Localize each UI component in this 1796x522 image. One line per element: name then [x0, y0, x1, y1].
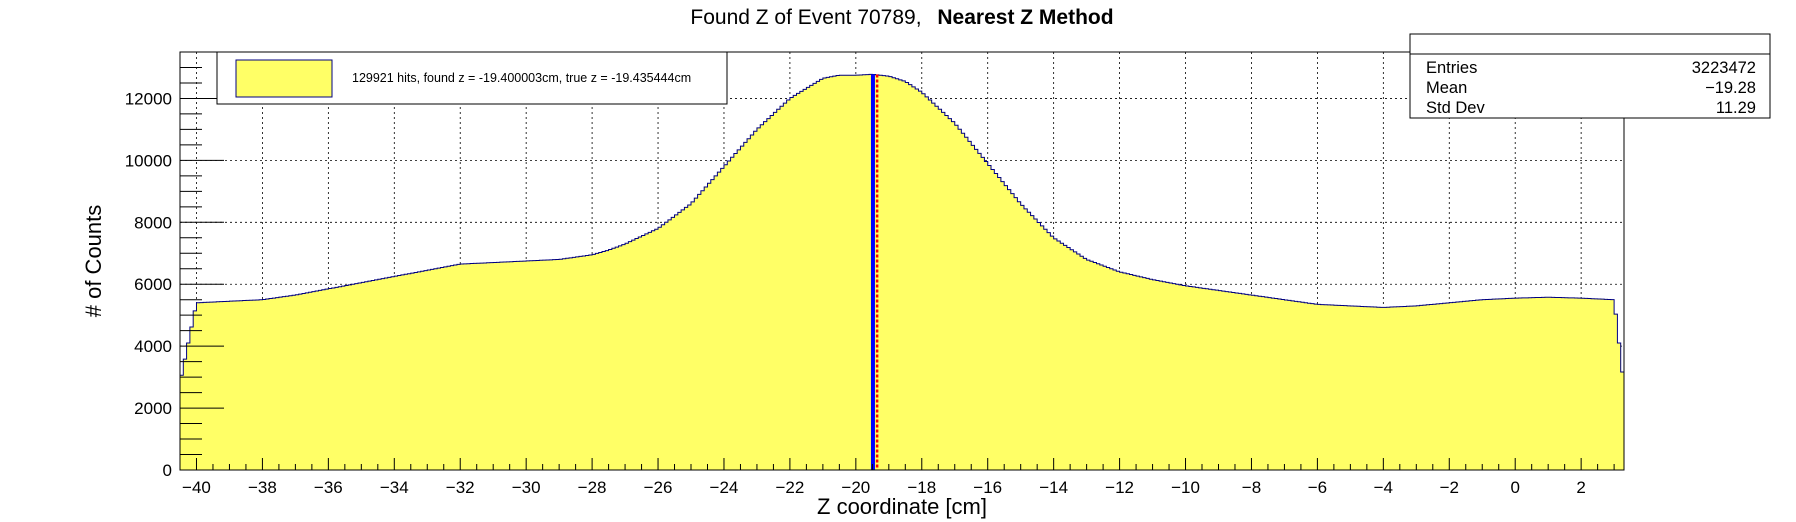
x-tick-label: −20	[841, 478, 870, 497]
y-tick-label: 4000	[134, 337, 172, 356]
x-tick-label: −18	[907, 478, 936, 497]
stats-entries-value: 3223472	[1692, 59, 1756, 77]
x-tick-label: −40	[182, 478, 211, 497]
title-bold: Nearest Z Method	[937, 6, 1113, 29]
y-tick-label: 2000	[134, 399, 172, 418]
z-marker-layer	[870, 74, 879, 470]
x-tick-label: −4	[1374, 478, 1393, 497]
y-tick-label: 0	[163, 461, 172, 480]
y-tick-label: 10000	[125, 151, 172, 170]
chart-title: Found Z of Event 70789, Nearest Z Method	[690, 6, 1113, 29]
x-tick-label: −16	[973, 478, 1002, 497]
x-tick-label: −32	[446, 478, 475, 497]
plot-frame	[179, 51, 1625, 471]
histogram-layer	[179, 73, 1625, 471]
x-tick-label: −2	[1440, 478, 1459, 497]
x-tick-label: −28	[578, 478, 607, 497]
y-tick-label: 8000	[134, 213, 172, 232]
x-tick-label: 2	[1576, 478, 1585, 497]
histogram-bars	[179, 73, 1625, 471]
y-tick-label: 6000	[134, 275, 172, 294]
x-tick-label: −34	[380, 478, 409, 497]
x-tick-label: −10	[1171, 478, 1200, 497]
x-tick-label: 0	[1510, 478, 1519, 497]
x-tick-label: −38	[248, 478, 277, 497]
legend-entry: 129921 hits, found z = -19.400003cm, tru…	[352, 71, 691, 85]
y-axis-title: # of Counts	[81, 205, 106, 318]
y-tick-label: 12000	[125, 89, 172, 108]
x-tick-label: −24	[710, 478, 739, 497]
stats-stddev-value: 11.29	[1716, 99, 1756, 117]
x-tick-label: −30	[512, 478, 541, 497]
stats-stddev-label: Std Dev	[1426, 99, 1485, 117]
x-tick-label: −26	[644, 478, 673, 497]
legend-swatch	[235, 59, 333, 98]
stats-mean-value: −19.28	[1705, 79, 1756, 97]
x-tick-label: −8	[1242, 478, 1261, 497]
x-tick-label: −6	[1308, 478, 1327, 497]
stats-mean-label: Mean	[1426, 79, 1467, 97]
title-main: Found Z of Event 70789,	[690, 6, 921, 29]
x-tick-label: −36	[314, 478, 343, 497]
stats-frame	[1409, 33, 1771, 119]
stats-box: Entries 3223472 Mean −19.28 Std Dev 11.2…	[1409, 33, 1771, 119]
stats-entries-label: Entries	[1426, 59, 1477, 77]
x-tick-label: −14	[1039, 478, 1068, 497]
legend: 129921 hits, found z = -19.400003cm, tru…	[216, 51, 728, 105]
x-tick-label: −22	[775, 478, 804, 497]
x-axis-title: Z coordinate [cm]	[817, 494, 987, 519]
x-tick-label: −12	[1105, 478, 1134, 497]
